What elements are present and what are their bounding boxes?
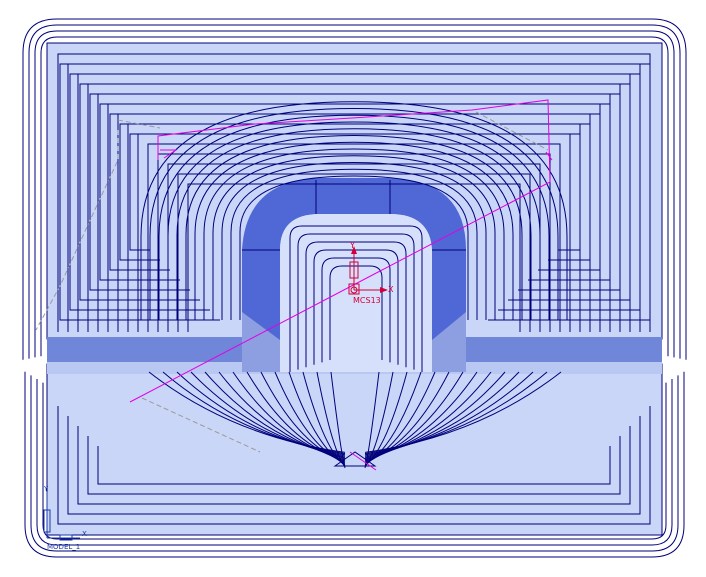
upper-offset-pass (177, 173, 531, 332)
lower-offset-pass (87, 436, 621, 495)
arch-offset-pass (176, 128, 532, 320)
entry-marker-right (545, 151, 553, 161)
central-boss-top (280, 214, 432, 372)
outer-contour-lower (24, 371, 685, 558)
boss-offset-pass (289, 225, 423, 372)
left-pocket-pass (129, 133, 160, 251)
model-label: MODEL_1 (47, 543, 80, 551)
outer-contour-upper (34, 30, 675, 358)
arch-offset-pass (194, 141, 514, 320)
upper-offset-pass (187, 183, 521, 332)
boss-offset-pass (313, 249, 399, 365)
arch-offset-pass (221, 161, 487, 320)
lower-curve-left (190, 371, 346, 457)
outer-contour-lower (36, 379, 673, 546)
arch-offset-pass (140, 101, 568, 320)
arch-offset-pass (239, 175, 469, 320)
left-pocket-pass (119, 123, 170, 261)
boss-toolpath[interactable] (289, 225, 423, 372)
rapid-bottom (349, 451, 377, 471)
outer-contour-lower (30, 375, 679, 552)
boss-offset-pass (305, 241, 407, 368)
rapid-move-path (129, 99, 551, 403)
lower-offset-pass (97, 446, 611, 485)
lower-curve-left (162, 371, 346, 455)
outer-contour-upper (28, 24, 681, 359)
arch-offset-pass (212, 155, 496, 320)
outer-contour-upper (40, 36, 669, 357)
outer-contour-toolpath[interactable] (22, 18, 687, 558)
entry-marker-left (160, 149, 178, 159)
retract-bottom (141, 397, 261, 453)
model-y-label: Y (43, 485, 49, 493)
lower-plate-face (46, 363, 663, 536)
left-pocket-pass (109, 113, 180, 271)
arch-offset-pass (230, 168, 478, 320)
retract-top-right (475, 111, 549, 151)
left-pocket-pass (59, 63, 230, 321)
lower-curve-right (364, 371, 520, 457)
right-pocket-pass (478, 63, 651, 321)
lower-curve-left (176, 371, 346, 456)
right-pocket-pass (538, 123, 591, 261)
lower-curve-left (148, 371, 346, 453)
arch-offset-pass (158, 114, 550, 320)
lower-offset-pass (77, 426, 631, 505)
retract-top-left (117, 119, 161, 129)
right-pocket-pass (498, 83, 631, 301)
left-pocket-pass (99, 103, 190, 281)
retract-path-left (35, 130, 119, 331)
right-chamfer (432, 312, 466, 372)
lower-curve-left (218, 371, 346, 459)
lower-center-triangle (333, 451, 377, 467)
mcs-y-label: Y (349, 241, 355, 250)
model-csys[interactable]: Y X MODEL_1 (43, 485, 87, 551)
boss-offset-pass (297, 233, 415, 370)
lower-offset-pass (67, 416, 641, 515)
rapid-moves[interactable] (35, 99, 553, 471)
lower-curve-left (204, 371, 346, 458)
right-pocket-pass (548, 133, 581, 251)
lower-curve-right (364, 371, 492, 459)
right-pocket-pass (518, 103, 611, 281)
lower-curve-right (364, 371, 562, 453)
upper-offset-pass (137, 133, 571, 332)
upper-offset-pass (157, 153, 551, 332)
arch-offset-pass (185, 134, 523, 320)
left-chamfer (242, 312, 280, 372)
left-pocket-pass (79, 83, 210, 301)
lower-curve-right (364, 371, 506, 458)
arch-offset-pass (167, 121, 541, 320)
outer-contour-upper (22, 18, 687, 360)
mcs-x-label: X (388, 285, 394, 294)
lower-curve-right (364, 371, 548, 455)
boss-offset-pass (329, 265, 383, 360)
left-pocket-pass (69, 73, 220, 311)
mcs-label: MCS13 (353, 296, 381, 305)
right-pocket-pass (488, 73, 641, 311)
lower-pocket-toolpath[interactable] (57, 371, 651, 525)
arch-offset-pass (149, 107, 559, 320)
upper-offset-pass (147, 143, 561, 332)
lower-offset-pass (57, 406, 651, 525)
left-pocket-pass (89, 93, 200, 291)
lower-curve-right (364, 371, 534, 456)
model-x-label: X (82, 530, 87, 538)
boss-offset-pass (321, 257, 391, 363)
right-pocket-pass (508, 93, 621, 291)
mcs-csys[interactable]: Y X MCS13 (348, 241, 394, 305)
right-pocket-pass (528, 113, 601, 271)
upper-pocket-toolpath[interactable] (57, 53, 651, 332)
arch-offset-pass (203, 148, 505, 320)
